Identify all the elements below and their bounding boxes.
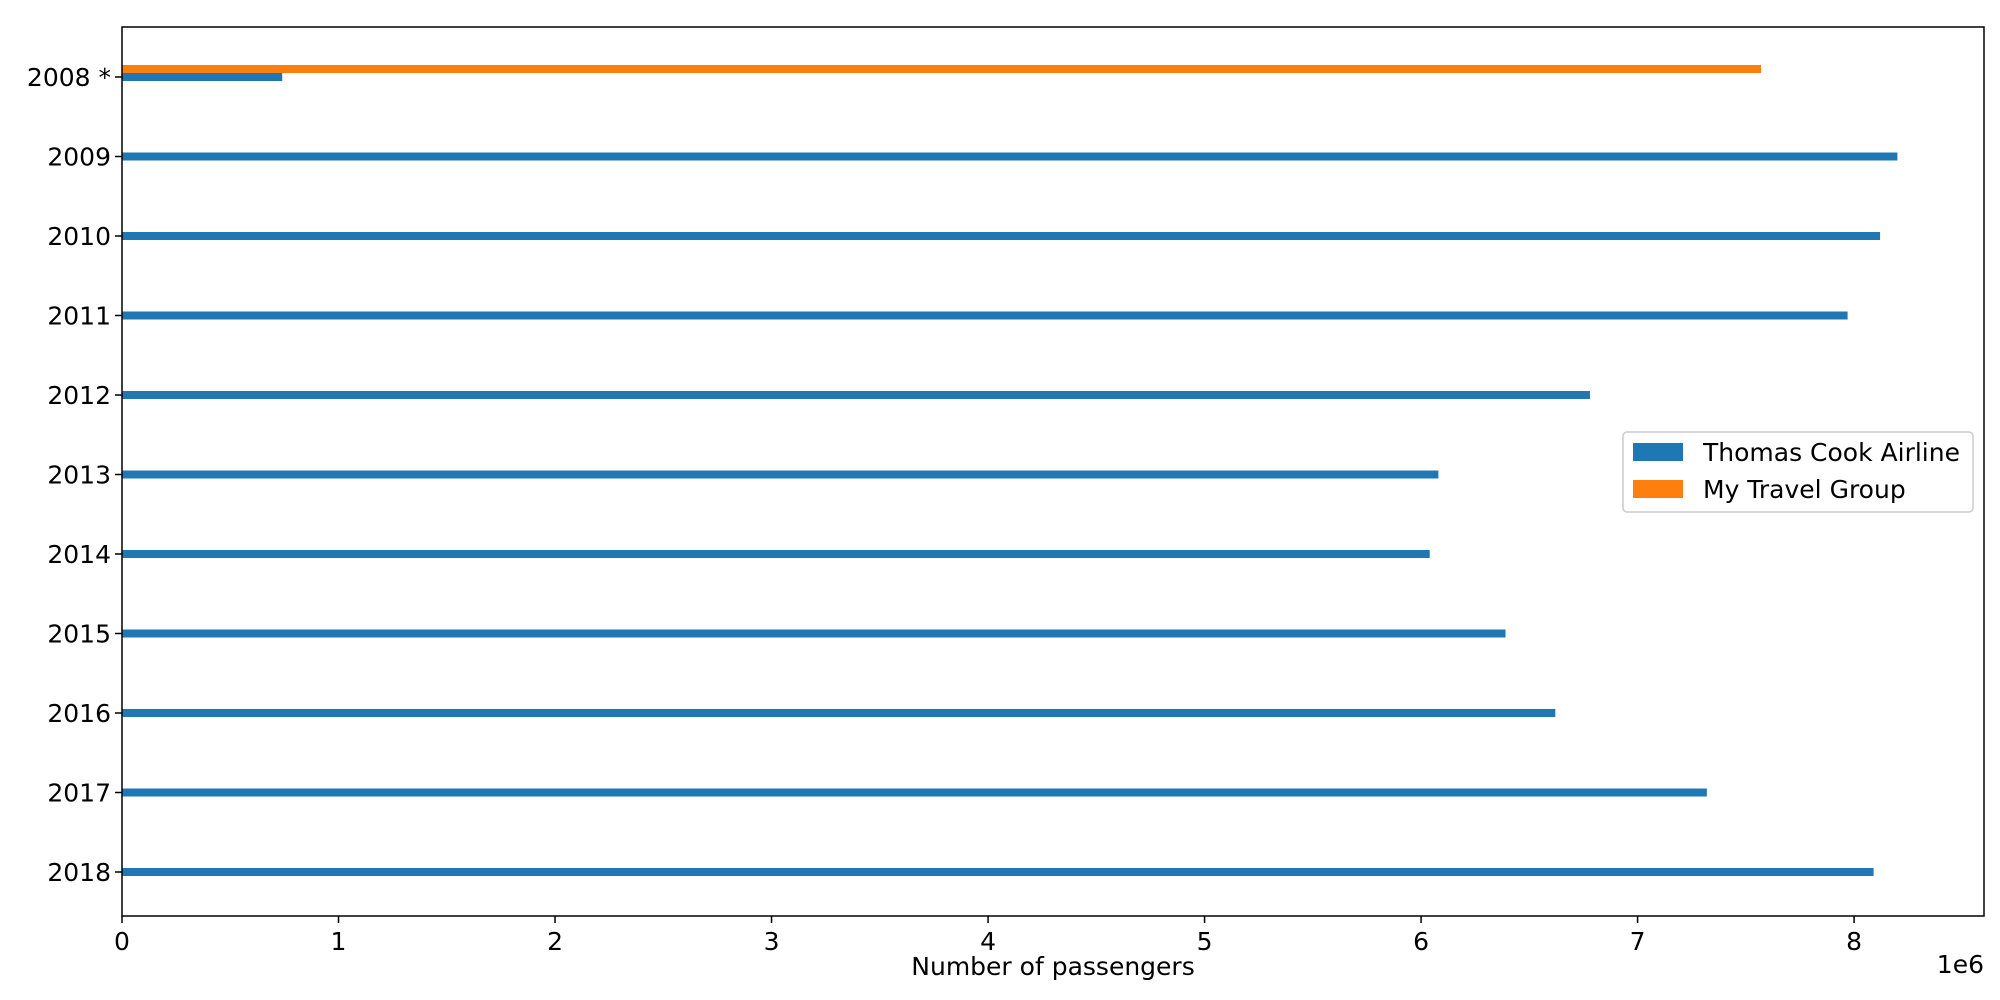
legend-swatch-my-travel-group [1633,480,1683,498]
bars-group [122,65,1898,876]
x-axis: 0 1 2 3 4 5 6 7 8 [114,916,1862,956]
bar-thomas-cook-airline-2015 [122,629,1506,638]
bar-thomas-cook-airline-2012 [122,391,1590,399]
x-tick-label: 5 [1197,927,1213,956]
bar-thomas-cook-airline-2017 [122,788,1707,797]
legend-label-my-travel-group: My Travel Group [1703,475,1906,504]
x-axis-label: Number of passengers [911,952,1194,981]
bar-thomas-cook-airline-2009 [122,152,1898,161]
y-tick-label: 2013 [47,461,111,490]
bar-thomas-cook-airline-2018 [122,868,1874,876]
x-tick-label: 7 [1630,927,1646,956]
y-tick-label: 2008 * [27,63,111,92]
x-tick-label: 1 [331,927,347,956]
x-tick-label: 0 [114,927,130,956]
y-tick-label: 2015 [47,620,111,649]
x-tick-label: 8 [1846,927,1862,956]
bar-thomas-cook-airline-2008 [122,73,283,81]
y-tick-label: 2009 [47,143,111,172]
x-tick-label: 4 [980,927,996,956]
x-axis-offset-label: 1e6 [1937,950,1984,979]
bar-thomas-cook-airline-2016 [122,709,1556,717]
plot-frame [121,26,1985,917]
bar-my-travel-group-2008 [122,65,1761,73]
x-tick-label: 6 [1413,927,1429,956]
x-tick-label: 3 [764,927,780,956]
bar-thomas-cook-airline-2014 [122,550,1430,558]
x-tick-label: 2 [547,927,563,956]
legend: Thomas Cook Airline My Travel Group [1622,431,1974,513]
legend-label-thomas-cook-airline: Thomas Cook Airline [1702,438,1960,467]
y-axis: 2008 * 2009 2010 2011 2012 2013 2014 2015 2016 20… [27,63,122,887]
y-tick-label: 2018 [47,858,111,887]
legend-frame [1622,431,1974,513]
y-tick-label: 2017 [47,779,111,808]
y-tick-label: 2014 [47,540,111,569]
bar-thomas-cook-airline-2013 [122,470,1439,479]
y-tick-label: 2011 [47,302,111,331]
y-tick-label: 2012 [47,381,111,410]
bar-thomas-cook-airline-2010 [122,232,1881,240]
y-tick-label: 2016 [47,699,111,728]
y-tick-label: 2010 [47,222,111,251]
legend-swatch-thomas-cook-airline [1633,443,1683,461]
bar-thomas-cook-airline-2011 [122,311,1848,320]
